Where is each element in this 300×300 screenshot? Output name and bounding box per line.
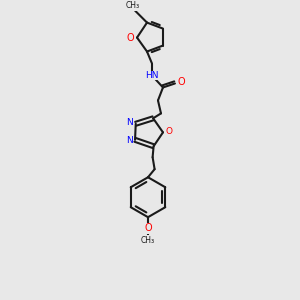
- Text: O: O: [177, 77, 185, 88]
- Text: CH₃: CH₃: [141, 236, 155, 244]
- Text: N: N: [126, 118, 133, 127]
- Text: N: N: [126, 136, 132, 145]
- Text: O: O: [126, 33, 134, 43]
- Text: CH₃: CH₃: [126, 1, 140, 10]
- Text: O: O: [166, 127, 172, 136]
- Text: HN: HN: [145, 71, 159, 80]
- Text: O: O: [144, 223, 152, 233]
